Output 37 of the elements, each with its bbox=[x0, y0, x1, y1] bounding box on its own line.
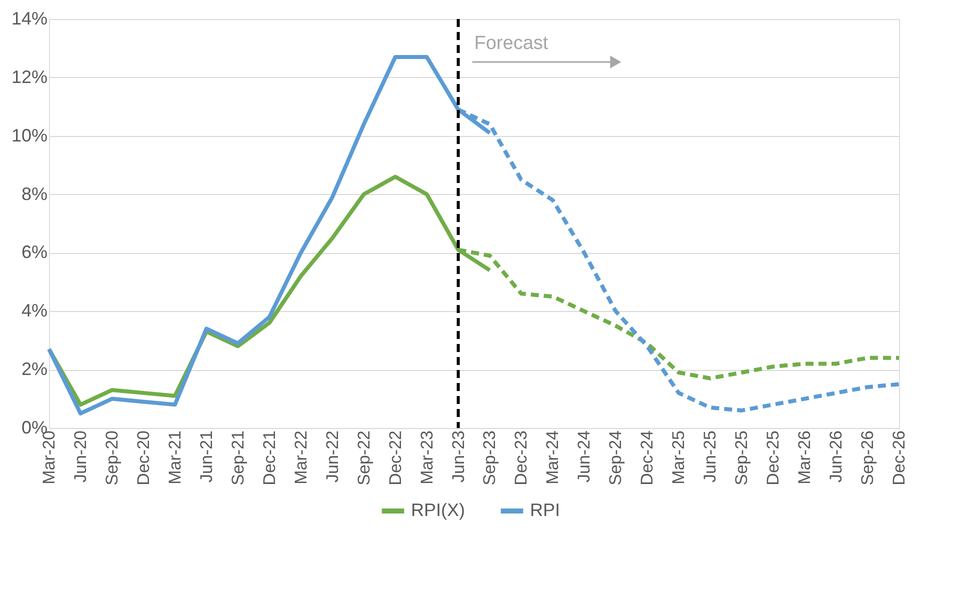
legend-label: RPI bbox=[530, 500, 560, 520]
annotation: Forecast bbox=[474, 33, 549, 54]
y-tick-label: 2% bbox=[21, 359, 48, 380]
x-tick-label: Dec-26 bbox=[890, 430, 908, 486]
y-tick-label: 6% bbox=[21, 242, 48, 262]
x-tick-label: Mar-25 bbox=[669, 430, 688, 484]
x-tick-label: Mar-26 bbox=[795, 430, 814, 484]
x-tick-label: Dec-24 bbox=[638, 430, 657, 486]
x-tick-label: Dec-20 bbox=[134, 430, 153, 486]
x-tick-label: Dec-23 bbox=[512, 430, 531, 486]
y-tick-label: 10% bbox=[11, 125, 48, 146]
x-tick-label: Dec-25 bbox=[764, 430, 783, 486]
x-tick-label: Sep-21 bbox=[228, 430, 248, 486]
x-tick-label: Jun-25 bbox=[700, 430, 720, 482]
y-tick-label: 4% bbox=[21, 300, 48, 321]
x-tick-label: Sep-22 bbox=[354, 430, 374, 486]
x-tick-label: Sep-24 bbox=[606, 430, 626, 486]
x-tick-label: Jun-22 bbox=[322, 430, 342, 482]
legend-label: RPI(X) bbox=[411, 500, 465, 520]
y-tick-label: 12% bbox=[11, 66, 48, 87]
x-tick-label: Dec-21 bbox=[260, 430, 279, 486]
y-tick-label: 8% bbox=[21, 184, 48, 204]
x-tick-label: Sep-26 bbox=[858, 430, 878, 486]
x-tick-label: Jun-21 bbox=[196, 430, 216, 482]
x-tick-label: Dec-22 bbox=[386, 430, 405, 486]
x-tick-label: Jun-26 bbox=[826, 430, 846, 482]
y-tick-label: 14% bbox=[11, 8, 48, 28]
x-tick-label: Mar-24 bbox=[543, 430, 562, 484]
x-tick-label: Sep-25 bbox=[732, 430, 752, 486]
x-tick-label: Sep-20 bbox=[102, 430, 122, 486]
x-tick-label: Mar-23 bbox=[417, 430, 436, 484]
x-tick-label: Sep-23 bbox=[480, 430, 500, 486]
x-tick-label: Jun-20 bbox=[70, 430, 90, 482]
x-tick-label: Jun-23 bbox=[448, 430, 468, 482]
x-tick-label: Mar-21 bbox=[165, 430, 184, 484]
x-tick-label: Jun-24 bbox=[574, 430, 594, 482]
x-tick-label: Mar-22 bbox=[291, 430, 310, 484]
